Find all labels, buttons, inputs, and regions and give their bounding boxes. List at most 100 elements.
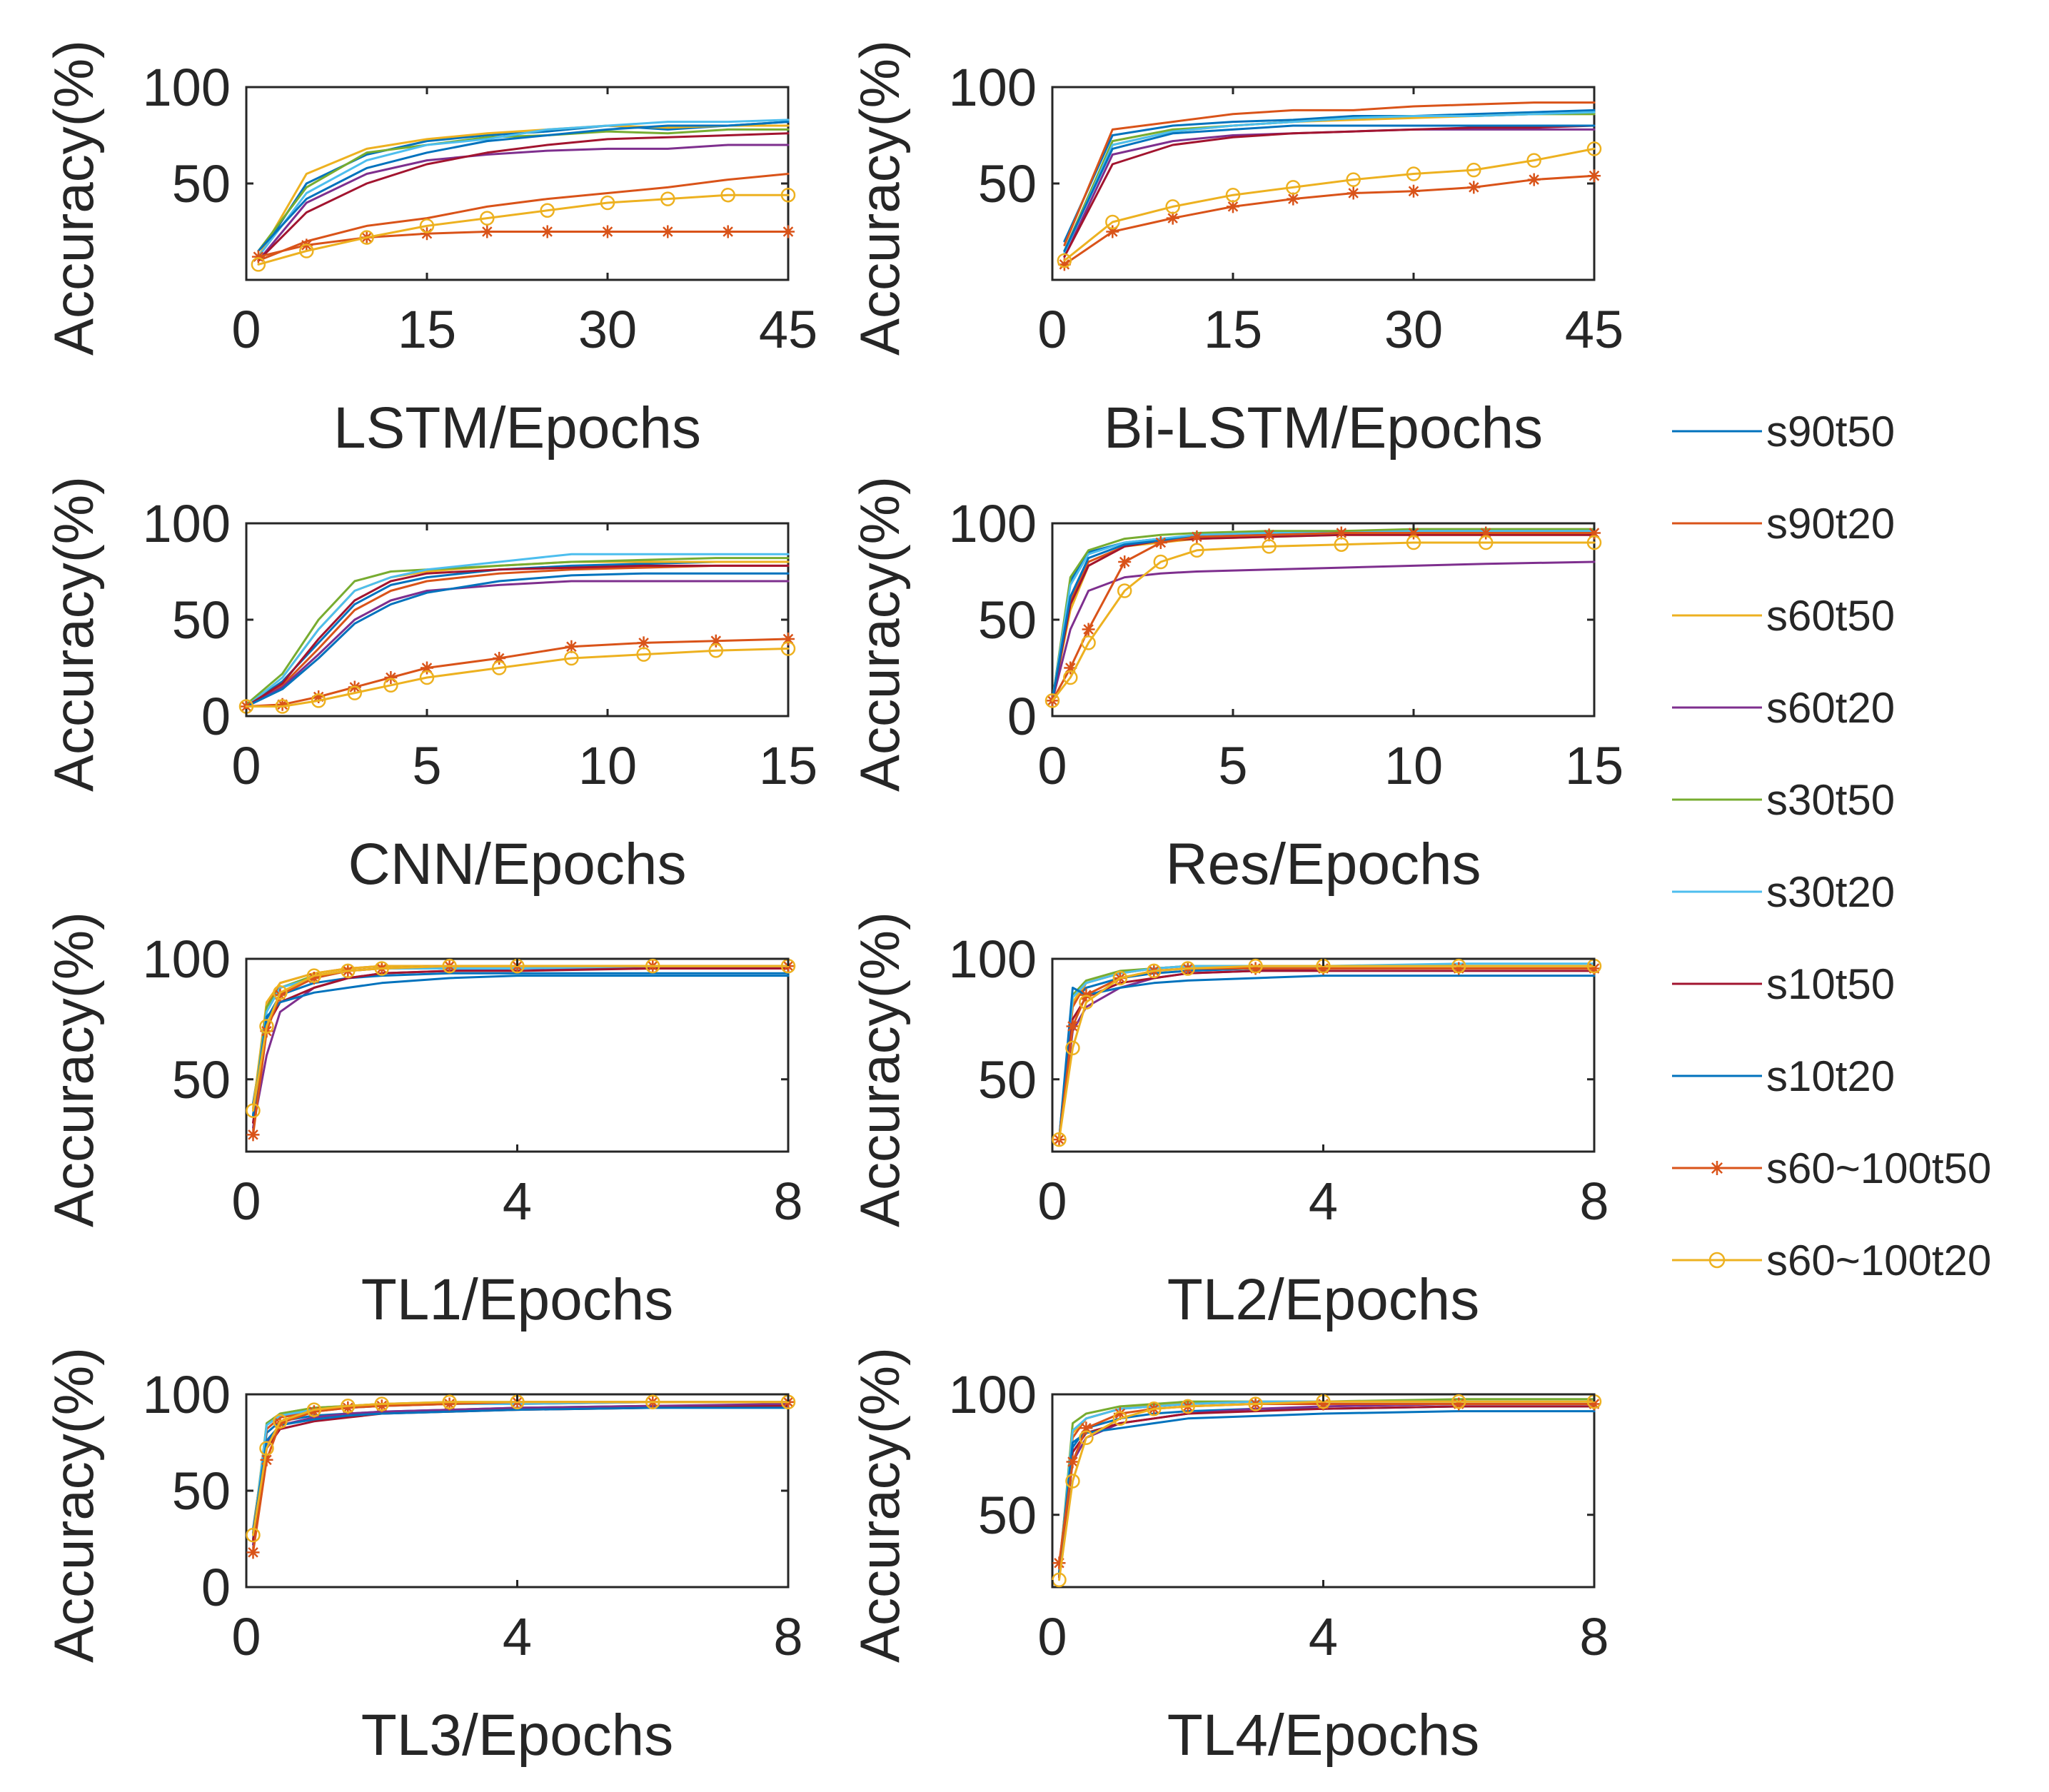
series-s30t20 <box>245 553 790 708</box>
data-point <box>419 670 435 685</box>
series-s10t20 <box>1063 124 1596 252</box>
series-s10t20 <box>1058 975 1596 1141</box>
data-point <box>1227 200 1239 213</box>
data-point <box>782 633 795 645</box>
series-line-s10t20 <box>1063 124 1596 252</box>
legend-label: s60~100t50 <box>1766 1144 1991 1192</box>
series-s60t20 <box>257 144 790 262</box>
series-line-s10t50 <box>257 132 790 262</box>
data-point <box>259 1019 274 1034</box>
x-tick-label: 0 <box>1037 1172 1067 1231</box>
series-line-s60~100t20 <box>1063 147 1596 262</box>
series-line-s90t20 <box>257 173 790 262</box>
data-point <box>384 671 398 684</box>
y-tick-label: 100 <box>949 1365 1037 1424</box>
legend-entry-s10t20: s10t20 <box>1672 1052 1895 1100</box>
y-tick-label: 50 <box>978 1050 1037 1109</box>
data-point <box>1451 958 1466 974</box>
series-line-s60~100t50 <box>1063 174 1596 266</box>
data-point <box>493 652 506 665</box>
x-axis-label: LSTM/Epochs <box>333 396 701 460</box>
data-point <box>1118 555 1132 568</box>
x-tick-label: 0 <box>231 1172 261 1231</box>
data-point <box>660 191 675 206</box>
x-tick-label: 4 <box>1309 1172 1338 1231</box>
y-tick-label: 100 <box>143 930 231 989</box>
data-point <box>780 641 796 656</box>
data-point <box>1225 187 1241 203</box>
legend-entry-s60t20: s60t20 <box>1672 684 1895 732</box>
y-axis-label: Accuracy(%) <box>848 912 911 1227</box>
legend-circle-marker <box>1708 1252 1726 1269</box>
series-line-s10t20 <box>257 121 790 252</box>
series-s10t20 <box>257 121 790 252</box>
data-point <box>1588 962 1601 975</box>
data-point <box>1052 1132 1067 1147</box>
x-axis-label: CNN/Epochs <box>348 832 687 897</box>
x-tick-label: 8 <box>1579 1607 1609 1666</box>
series-line-s60~100t20 <box>257 193 790 266</box>
data-point <box>1452 962 1466 975</box>
y-tick-label: 50 <box>978 154 1037 213</box>
x-tick-label: 5 <box>1218 736 1247 795</box>
y-axis-label: Accuracy(%) <box>42 912 105 1227</box>
y-tick-label: 100 <box>949 494 1037 553</box>
data-point <box>1466 162 1481 178</box>
data-point <box>1147 1401 1162 1416</box>
data-point <box>383 678 398 693</box>
series-line-s60~100t20 <box>1058 1400 1596 1581</box>
legend-label: s90t20 <box>1766 500 1895 548</box>
legend-label: s10t20 <box>1766 1052 1895 1100</box>
legend-label: s30t50 <box>1766 776 1895 824</box>
data-point <box>1249 962 1262 975</box>
panel-res: 0 5 10 15 0 50 100 Res/Epochs Accuracy(%) <box>848 476 1623 897</box>
data-point <box>375 1399 388 1413</box>
y-tick-label: 0 <box>201 1558 231 1617</box>
series-s60~100t20 <box>1057 141 1602 268</box>
data-point <box>1262 528 1276 542</box>
legend-entry-s90t20: s90t20 <box>1672 500 1895 548</box>
legend-entry-s30t50: s30t50 <box>1672 776 1895 824</box>
series-line-s60~100t20 <box>245 648 790 708</box>
data-point <box>645 958 660 974</box>
series-line-s30t20 <box>1063 111 1596 254</box>
data-point <box>1052 1572 1067 1588</box>
data-point <box>1147 963 1162 979</box>
data-point <box>1180 961 1195 976</box>
data-point <box>1112 970 1128 986</box>
data-point <box>251 250 265 263</box>
data-point <box>1066 1020 1079 1033</box>
data-point <box>347 685 363 700</box>
data-point <box>306 968 322 983</box>
series-line-s60~100t20 <box>1051 541 1596 702</box>
data-point <box>1180 1399 1195 1414</box>
series-s60~100t20 <box>246 958 796 1118</box>
x-tick-label: 15 <box>759 736 817 795</box>
data-point <box>341 1401 355 1414</box>
data-point <box>1189 543 1204 558</box>
x-tick-label: 8 <box>773 1172 802 1231</box>
data-point <box>246 1128 260 1142</box>
legend-label: s90t50 <box>1766 408 1895 455</box>
data-point <box>443 1397 456 1411</box>
x-tick-label: 0 <box>1037 736 1067 795</box>
legend-entry-s90t50: s90t50 <box>1672 408 1895 455</box>
legend-entry-s30t20: s30t20 <box>1672 868 1895 916</box>
data-point <box>1166 211 1179 225</box>
panel-bilstm: 0 15 30 45 50 100 Bi-LSTM/Epochs Accuracy(%) <box>848 40 1623 460</box>
data-point <box>1588 1397 1601 1411</box>
data-point <box>1066 1455 1079 1469</box>
y-axis-label: Accuracy(%) <box>42 40 105 356</box>
x-axis-label: TL1/Epochs <box>361 1267 674 1332</box>
data-point <box>480 225 494 238</box>
x-axis-label: TL4/Epochs <box>1167 1703 1480 1768</box>
x-axis-label: Res/Epochs <box>1165 832 1481 897</box>
legend-star-marker <box>1710 1161 1724 1175</box>
series-s90t20 <box>1063 101 1596 246</box>
series-line-s90t20 <box>1063 101 1596 246</box>
legend: s90t50 s90t20 s60t50 s60t20 s30t50 s30t20 s10t… <box>1672 408 1991 1284</box>
data-point <box>359 230 374 245</box>
series-s10t50 <box>257 132 790 262</box>
series-s60~100t20 <box>238 641 796 714</box>
data-point <box>246 1103 261 1118</box>
